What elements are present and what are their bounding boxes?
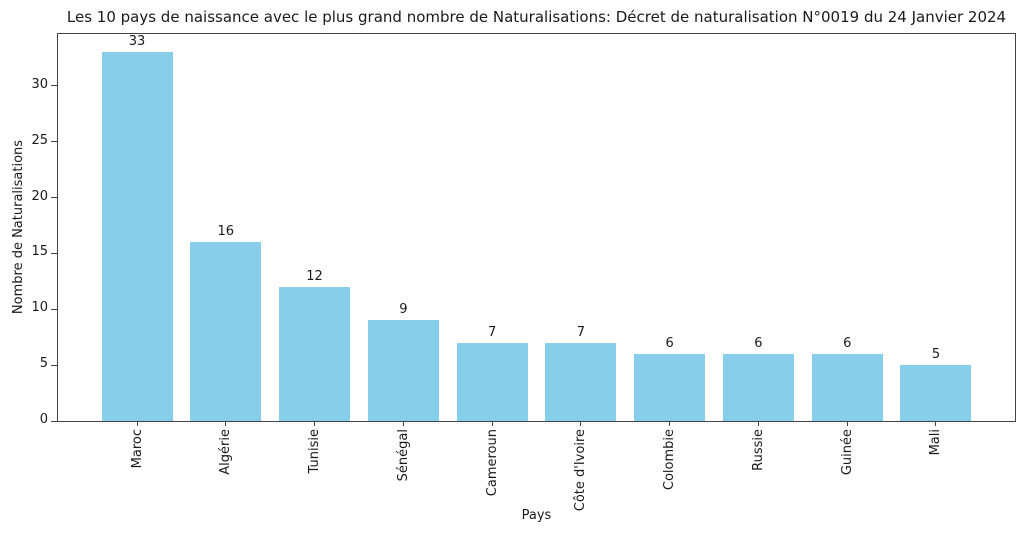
chart-title: Les 10 pays de naissance avec le plus gr…	[66, 8, 1007, 26]
x-tick-mark	[669, 421, 671, 426]
bar	[811, 353, 883, 421]
bar-value-label: 6	[665, 335, 674, 351]
x-tick-mark	[225, 421, 227, 426]
x-tick-label: Russie	[750, 429, 766, 471]
bar	[722, 353, 794, 421]
y-tick-label: 0	[39, 412, 48, 427]
y-tick-mark	[51, 85, 57, 87]
bar-value-label: 7	[576, 324, 586, 340]
x-tick-label: Colombie	[662, 429, 678, 491]
x-tick-label: Maroc	[129, 429, 145, 469]
y-tick-mark	[51, 197, 57, 199]
x-tick-label: Mali	[928, 429, 944, 456]
x-tick-label: Côte d'Ivoire	[573, 429, 589, 512]
bar-value-label: 6	[843, 335, 852, 351]
x-tick-label: Algérie	[218, 429, 234, 475]
y-tick-label: 5	[39, 356, 48, 372]
x-tick-label: Sénégal	[395, 429, 411, 482]
bar	[900, 365, 972, 421]
y-tick-mark	[51, 308, 57, 310]
y-tick-label: 25	[31, 132, 48, 148]
x-tick-mark	[491, 421, 493, 426]
bar	[279, 286, 351, 421]
y-axis-label: Nombre de Naturalisations	[11, 139, 26, 315]
x-tick-mark	[757, 421, 759, 426]
bar-value-label: 6	[754, 335, 763, 351]
x-tick-mark	[314, 421, 316, 426]
plot-area: 33 Maroc 16 Algérie 12 Tunisie 9 Sénégal 7 Camero…	[31, 33, 1016, 511]
y-tick-label: 30	[31, 76, 48, 92]
y-tick-mark	[51, 364, 57, 366]
x-tick-mark	[846, 421, 848, 426]
bar	[545, 342, 617, 421]
y-tick-label: 15	[31, 244, 48, 260]
bar	[367, 320, 439, 421]
bar	[456, 342, 528, 421]
x-tick-label: Tunisie	[307, 429, 323, 474]
x-tick-mark	[136, 421, 138, 426]
y-tick-label: 20	[31, 188, 48, 204]
y-tick-mark	[51, 420, 57, 422]
x-tick-mark	[935, 421, 937, 426]
x-axis-label: Pays	[521, 508, 552, 523]
bar-value-label: 33	[128, 34, 146, 50]
x-tick-label: Guinée	[839, 429, 855, 476]
x-tick-mark	[402, 421, 404, 426]
y-tick-label: 10	[31, 300, 48, 316]
x-tick-mark	[580, 421, 582, 426]
x-tick-label: Cameroun	[484, 429, 500, 497]
bar-value-label: 16	[217, 224, 235, 240]
bar-value-label: 7	[487, 324, 497, 340]
bar-value-label: 9	[399, 302, 408, 318]
bar	[101, 52, 173, 421]
y-tick-mark	[51, 252, 57, 254]
bar-value-label: 5	[931, 347, 941, 363]
y-tick-mark	[51, 141, 57, 143]
bar-value-label: 12	[306, 268, 323, 284]
bar	[634, 353, 706, 421]
bar	[190, 242, 262, 421]
